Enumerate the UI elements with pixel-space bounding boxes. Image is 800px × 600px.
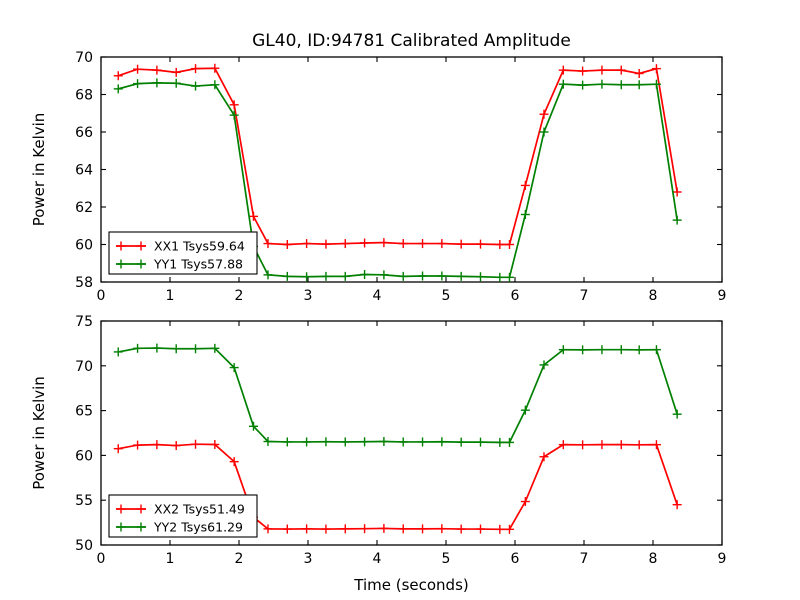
series-markers-XX1 <box>113 63 682 249</box>
panel-bottom: 0 1 2 3 4 5 6 7 8 9 50 55 60 65 70 75 Power in Kelvin Tim… <box>30 314 726 594</box>
x-tick-label: 3 <box>304 551 313 567</box>
x-tick-label: 6 <box>511 288 520 304</box>
x-tick-label: 4 <box>373 288 382 304</box>
series-markers-YY1 <box>113 78 682 282</box>
series-line-YY2 <box>118 347 678 444</box>
x-tick-label: 5 <box>442 288 451 304</box>
legend-bottom[interactable]: XX2 Tsys51.49 YY2 Tsys61.29 <box>108 494 258 538</box>
x-tick-label: 4 <box>373 551 382 567</box>
x-tick-label: 8 <box>649 288 658 304</box>
y-tick-label: 70 <box>75 359 93 375</box>
legend-label: XX2 Tsys51.49 <box>154 502 245 517</box>
panel-top: 0 1 2 3 4 5 6 7 8 9 58 60 62 64 66 68 70 Power in Kelvin G… <box>30 31 726 304</box>
y-tick-label: 62 <box>75 200 93 216</box>
y-axis-label-top: Power in Kelvin <box>30 113 48 227</box>
x-axis-label-bottom: Time (seconds) <box>353 576 469 594</box>
y-tick-label: 70 <box>75 50 93 66</box>
y-tick-label: 68 <box>75 88 93 104</box>
x-tick-label: 5 <box>442 551 451 567</box>
x-tick-label: 7 <box>580 288 589 304</box>
legend-box <box>108 231 258 275</box>
x-tick-label: 7 <box>580 551 589 567</box>
x-tick-label: 9 <box>718 551 727 567</box>
data-group-top <box>113 63 682 282</box>
x-tick-label: 9 <box>718 288 727 304</box>
x-tick-label: 0 <box>97 288 106 304</box>
x-tick-label: 6 <box>511 551 520 567</box>
series-markers-YY2 <box>113 343 682 447</box>
y-tick-label: 60 <box>75 448 93 464</box>
y-tick-label: 50 <box>75 538 93 554</box>
x-tick-label: 0 <box>97 551 106 567</box>
x-tick-label: 1 <box>166 551 175 567</box>
x-tick-label: 2 <box>235 551 244 567</box>
chart-title: GL40, ID:94781 Calibrated Amplitude <box>252 31 571 51</box>
series-line-XX1 <box>117 67 678 246</box>
data-group-bottom <box>113 343 682 534</box>
y-tick-label: 64 <box>75 163 93 179</box>
y-tick-label: 58 <box>75 275 93 291</box>
legend-box <box>108 494 258 538</box>
x-tick-label: 2 <box>235 288 244 304</box>
y-tick-label: 75 <box>75 314 93 330</box>
legend-label: YY2 Tsys61.29 <box>153 520 243 535</box>
y-tick-label: 60 <box>75 238 93 254</box>
legend-label: YY1 Tsys57.88 <box>153 257 243 272</box>
y-axis-label-bottom: Power in Kelvin <box>30 376 48 490</box>
y-tick-label: 55 <box>75 493 93 509</box>
x-tick-label: 1 <box>166 288 175 304</box>
x-tick-label: 3 <box>304 288 313 304</box>
y-tick-label: 65 <box>75 404 93 420</box>
y-tick-label: 66 <box>75 125 93 141</box>
axes-frame-bottom <box>100 320 723 546</box>
x-tick-label: 8 <box>649 551 658 567</box>
legend-label: XX1 Tsys59.64 <box>154 239 245 254</box>
legend-top[interactable]: XX1 Tsys59.64 YY1 Tsys57.88 <box>108 231 258 275</box>
